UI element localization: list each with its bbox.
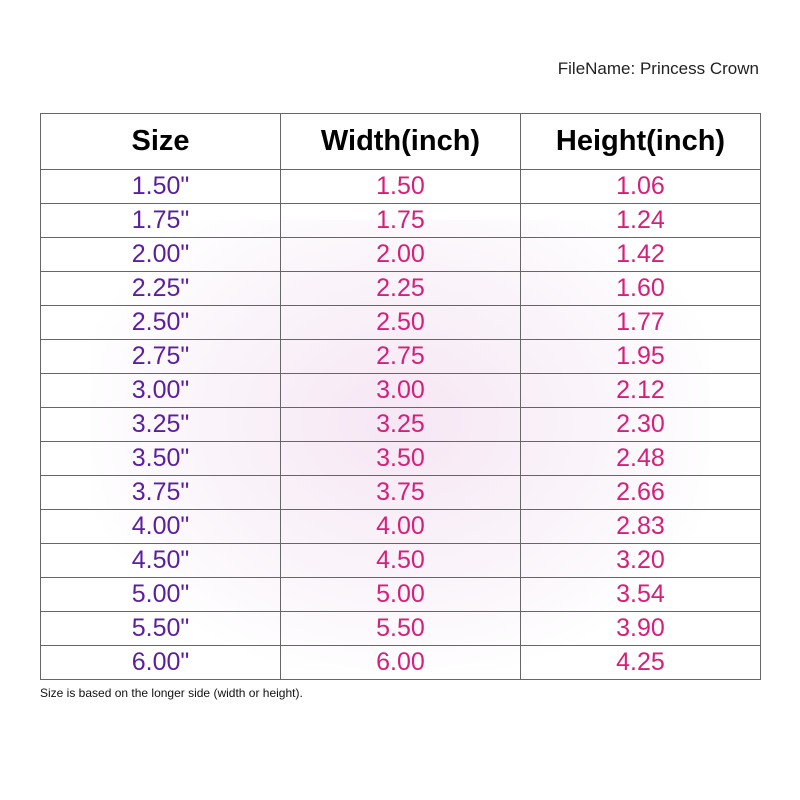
size-cell: 3.00" [40,373,281,408]
width-cell: 1.50 [280,169,521,204]
table-row: 1.75" 1.75 1.24 [40,203,761,238]
height-cell: 1.95 [520,339,761,374]
height-cell: 1.77 [520,305,761,340]
table-row: 3.50" 3.50 2.48 [40,441,761,476]
width-cell: 2.50 [280,305,521,340]
size-cell: 3.50" [40,441,281,476]
size-table: Size Width(inch) Height(inch) 1.50" 1.50 1… [40,113,761,680]
height-cell: 1.24 [520,203,761,238]
size-cell: 6.00" [40,645,281,680]
height-cell: 3.54 [520,577,761,612]
header-height: Height(inch) [520,113,761,170]
header-width: Width(inch) [280,113,521,170]
table-row: 3.25" 3.25 2.30 [40,407,761,442]
table-row: 3.00" 3.00 2.12 [40,373,761,408]
table-row: 2.50" 2.50 1.77 [40,305,761,340]
size-note: Size is based on the longer side (width … [40,686,303,700]
height-cell: 3.20 [520,543,761,578]
height-cell: 3.90 [520,611,761,646]
table-row: 1.50" 1.50 1.06 [40,169,761,204]
width-cell: 3.25 [280,407,521,442]
header-row: Size Width(inch) Height(inch) [40,113,761,170]
header-size: Size [40,113,281,170]
width-cell: 5.50 [280,611,521,646]
width-cell: 2.25 [280,271,521,306]
width-cell: 4.00 [280,509,521,544]
size-cell: 3.25" [40,407,281,442]
size-cell: 5.00" [40,577,281,612]
table-row: 4.00" 4.00 2.83 [40,509,761,544]
width-cell: 3.00 [280,373,521,408]
table-row: 2.25" 2.25 1.60 [40,271,761,306]
size-cell: 1.75" [40,203,281,238]
table-row: 2.00" 2.00 1.42 [40,237,761,272]
width-cell: 3.50 [280,441,521,476]
width-cell: 5.00 [280,577,521,612]
size-cell: 4.50" [40,543,281,578]
size-cell: 5.50" [40,611,281,646]
width-cell: 4.50 [280,543,521,578]
size-cell: 1.50" [40,169,281,204]
size-cell: 4.00" [40,509,281,544]
height-cell: 2.48 [520,441,761,476]
size-cell: 2.50" [40,305,281,340]
height-cell: 1.06 [520,169,761,204]
table-row: 5.50" 5.50 3.90 [40,611,761,646]
height-cell: 1.60 [520,271,761,306]
table-row: 2.75" 2.75 1.95 [40,339,761,374]
table-row: 6.00" 6.00 4.25 [40,645,761,680]
height-cell: 2.30 [520,407,761,442]
height-cell: 4.25 [520,645,761,680]
height-cell: 2.83 [520,509,761,544]
table-row: 5.00" 5.00 3.54 [40,577,761,612]
size-cell: 3.75" [40,475,281,510]
width-cell: 2.75 [280,339,521,374]
size-cell: 2.75" [40,339,281,374]
width-cell: 1.75 [280,203,521,238]
height-cell: 2.12 [520,373,761,408]
table-row: 3.75" 3.75 2.66 [40,475,761,510]
height-cell: 1.42 [520,237,761,272]
width-cell: 6.00 [280,645,521,680]
size-cell: 2.25" [40,271,281,306]
height-cell: 2.66 [520,475,761,510]
width-cell: 3.75 [280,475,521,510]
table-row: 4.50" 4.50 3.20 [40,543,761,578]
file-name: FileName: Princess Crown [557,59,759,78]
width-cell: 2.00 [280,237,521,272]
size-cell: 2.00" [40,237,281,272]
